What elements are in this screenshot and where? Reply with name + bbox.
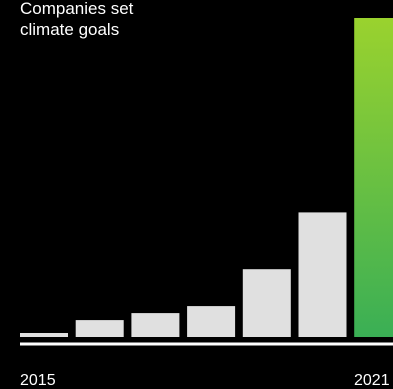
x-tick-label-last: 2021 [354,372,390,389]
bar-2018 [187,306,236,337]
bar-2017 [131,313,180,337]
bar-2016 [75,320,124,337]
chart-title-line-1: Companies set [20,0,134,18]
x-tick-label-first: 2015 [20,372,56,389]
bar-2021 [354,18,393,337]
chart-title-line-2: climate goals [20,20,119,39]
bars-group [20,18,393,337]
bar-2015 [20,333,68,337]
bar-2019 [242,269,291,337]
bar-2020 [298,212,347,337]
